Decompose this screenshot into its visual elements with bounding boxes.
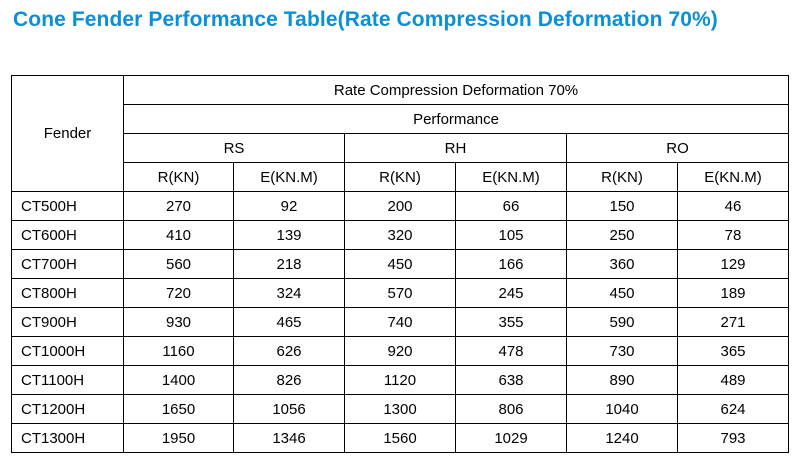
page-title: Cone Fender Performance Table(Rate Compr…: [13, 8, 718, 31]
cell-ro-reaction: 590: [566, 307, 678, 337]
table-row: CT600H 410 139 320 105 250 78: [11, 220, 789, 250]
cell-rh-reaction: 920: [344, 336, 456, 366]
cell-rs-energy: 1056: [233, 394, 345, 424]
cell-rs-reaction: 1950: [123, 423, 234, 453]
header-row-performance: Performance: [12, 104, 789, 134]
fender-model-cell: CT1000H: [11, 336, 124, 366]
cell-ro-energy: 271: [677, 307, 789, 337]
cell-ro-reaction: 1240: [566, 423, 678, 453]
cell-rs-energy: 826: [233, 365, 345, 395]
table-row: CT1200H 1650 1056 1300 806 1040 624: [11, 394, 789, 424]
sub-header-rh-energy: E(KN.M): [455, 162, 567, 192]
cell-ro-energy: 129: [677, 249, 789, 279]
group-header-ro: RO: [566, 133, 789, 163]
cell-ro-reaction: 250: [566, 220, 678, 250]
fender-model-cell: CT500H: [11, 191, 124, 221]
cell-ro-energy: 365: [677, 336, 789, 366]
fender-model-cell: CT1100H: [11, 365, 124, 395]
cell-rs-energy: 465: [233, 307, 345, 337]
cell-ro-energy: 189: [677, 278, 789, 308]
cell-ro-reaction: 450: [566, 278, 678, 308]
cell-rh-energy: 245: [455, 278, 567, 308]
cell-rh-reaction: 450: [344, 249, 456, 279]
table-row: CT500H 270 92 200 66 150 46: [11, 191, 789, 221]
cell-rs-energy: 139: [233, 220, 345, 250]
sub-header-rs-reaction: R(KN): [123, 162, 234, 192]
cell-rh-reaction: 1300: [344, 394, 456, 424]
header-row-units: R(KN) E(KN.M) R(KN) E(KN.M) R(KN) E(KN.M…: [12, 162, 789, 192]
cell-ro-reaction: 730: [566, 336, 678, 366]
cell-ro-reaction: 890: [566, 365, 678, 395]
table-row: CT900H 930 465 740 355 590 271: [11, 307, 789, 337]
cell-rh-reaction: 740: [344, 307, 456, 337]
cell-rh-reaction: 1120: [344, 365, 456, 395]
cell-ro-energy: 624: [677, 394, 789, 424]
cell-rh-energy: 66: [455, 191, 567, 221]
cell-rh-energy: 638: [455, 365, 567, 395]
cell-rs-reaction: 930: [123, 307, 234, 337]
performance-header: Performance: [123, 104, 789, 134]
cell-rs-reaction: 1160: [123, 336, 234, 366]
cell-rs-energy: 626: [233, 336, 345, 366]
fender-model-cell: CT1200H: [11, 394, 124, 424]
cell-rs-energy: 324: [233, 278, 345, 308]
cell-rs-reaction: 270: [123, 191, 234, 221]
cell-rh-reaction: 1560: [344, 423, 456, 453]
table-row: CT800H 720 324 570 245 450 189: [11, 278, 789, 308]
cell-rh-energy: 355: [455, 307, 567, 337]
header-row-groups: RS RH RO: [12, 133, 789, 163]
cell-ro-energy: 793: [677, 423, 789, 453]
cell-rs-energy: 92: [233, 191, 345, 221]
deformation-header: Rate Compression Deformation 70%: [123, 75, 789, 105]
cell-rs-reaction: 1400: [123, 365, 234, 395]
fender-column-header: Fender: [11, 75, 124, 192]
fender-model-cell: CT800H: [11, 278, 124, 308]
cell-rs-reaction: 720: [123, 278, 234, 308]
cell-rh-energy: 105: [455, 220, 567, 250]
fender-model-cell: CT600H: [11, 220, 124, 250]
sub-header-ro-reaction: R(KN): [566, 162, 678, 192]
group-header-rh: RH: [344, 133, 567, 163]
cell-rs-energy: 1346: [233, 423, 345, 453]
cell-rh-reaction: 200: [344, 191, 456, 221]
fender-model-cell: CT1300H: [11, 423, 124, 453]
table-row: CT700H 560 218 450 166 360 129: [11, 249, 789, 279]
cell-rh-energy: 1029: [455, 423, 567, 453]
cell-ro-energy: 46: [677, 191, 789, 221]
header-row-deformation: Fender Rate Compression Deformation 70%: [11, 75, 789, 192]
cell-rh-reaction: 570: [344, 278, 456, 308]
cell-ro-reaction: 150: [566, 191, 678, 221]
table-row: CT1000H 1160 626 920 478 730 365: [11, 336, 789, 366]
table-row: CT1100H 1400 826 1120 638 890 489: [11, 365, 789, 395]
cell-ro-reaction: 360: [566, 249, 678, 279]
sub-header-rs-energy: E(KN.M): [233, 162, 345, 192]
cell-rh-energy: 806: [455, 394, 567, 424]
cell-rh-energy: 478: [455, 336, 567, 366]
cell-ro-energy: 489: [677, 365, 789, 395]
cell-rs-energy: 218: [233, 249, 345, 279]
cell-rs-reaction: 410: [123, 220, 234, 250]
sub-header-ro-energy: E(KN.M): [677, 162, 789, 192]
cell-rh-energy: 166: [455, 249, 567, 279]
cell-rs-reaction: 560: [123, 249, 234, 279]
cell-rh-reaction: 320: [344, 220, 456, 250]
cell-rs-reaction: 1650: [123, 394, 234, 424]
group-header-rs: RS: [123, 133, 345, 163]
cell-ro-reaction: 1040: [566, 394, 678, 424]
fender-model-cell: CT900H: [11, 307, 124, 337]
table-row: CT1300H 1950 1346 1560 1029 1240 793: [11, 423, 789, 453]
cell-ro-energy: 78: [677, 220, 789, 250]
fender-model-cell: CT700H: [11, 249, 124, 279]
sub-header-rh-reaction: R(KN): [344, 162, 456, 192]
performance-table: Fender Rate Compression Deformation 70% …: [11, 75, 789, 453]
